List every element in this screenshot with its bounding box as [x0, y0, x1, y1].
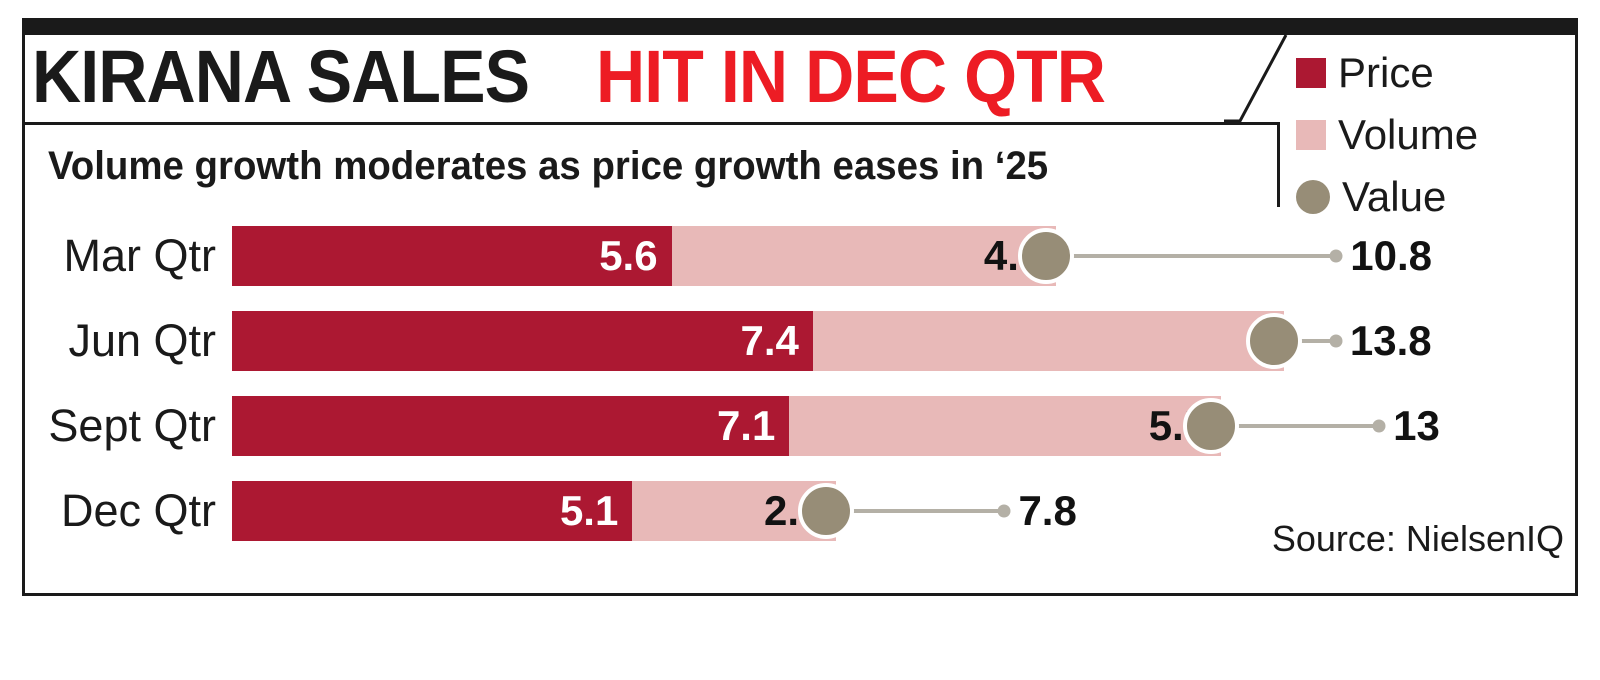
chart-row: Dec Qtr 5.1 2.6 7.8: [25, 477, 1575, 545]
bar-value-price: 7.1: [716, 402, 776, 449]
chart-row: Mar Qtr 5.6 4.9 10.8: [25, 222, 1575, 290]
value-marker-icon[interactable]: [1245, 313, 1302, 369]
bar-segment-price[interactable]: 5.6: [232, 226, 672, 286]
page-title-red: HIT IN DEC QTR: [596, 35, 1106, 118]
value-leader-line: [1046, 254, 1337, 258]
subtitle-band: Volume growth moderates as price growth …: [25, 122, 1280, 207]
value-marker-icon[interactable]: [798, 483, 855, 539]
row-category-label: Mar Qtr: [63, 230, 217, 281]
value-leader-end-dot-icon: [1372, 419, 1386, 433]
value-total-label: 10.8: [1350, 232, 1432, 279]
value-total-label: 13.8: [1349, 317, 1432, 364]
value-leader-end-dot-icon: [997, 504, 1011, 518]
legend-swatch-price-icon: [1296, 58, 1326, 88]
chart-legend: Price Volume Value: [1296, 42, 1576, 228]
bar-segment-price[interactable]: 5.1: [232, 481, 633, 541]
bar-segment-price[interactable]: 7.4: [232, 311, 813, 371]
value-marker-icon[interactable]: [1018, 228, 1075, 284]
bar-track: 7.46: [232, 311, 1284, 371]
legend-label: Volume: [1338, 111, 1479, 158]
legend-item-value[interactable]: Value: [1296, 166, 1576, 228]
value-leader-line: [1273, 339, 1336, 343]
value-total-label: 13: [1393, 402, 1440, 449]
legend-swatch-value-icon: [1296, 180, 1330, 214]
legend-item-volume[interactable]: Volume: [1296, 104, 1576, 166]
source-attribution: Source: NielsenIQ: [1271, 518, 1564, 559]
page-title: KIRANA SALES HIT IN DEC QTR: [32, 33, 1150, 121]
value-marker-icon[interactable]: [1183, 398, 1240, 454]
bar-track: 7.1 5.5: [232, 396, 1222, 456]
chart-row: Sept Qtr 7.1 5.5 13: [25, 392, 1575, 460]
value-leader-line: [826, 509, 1005, 513]
bar-segment-price[interactable]: 7.1: [232, 396, 790, 456]
legend-label: Price: [1338, 49, 1434, 96]
bar-track: 5.1 2.6: [232, 481, 837, 541]
legend-label: Value: [1342, 173, 1447, 220]
bar-value-price: 5.6: [599, 232, 658, 279]
bar-segment-volume[interactable]: 5.5: [789, 396, 1222, 456]
value-leader-end-dot-icon: [1329, 334, 1343, 348]
row-category-label: Dec Qtr: [60, 485, 216, 536]
row-category-label: Sept Qtr: [48, 400, 216, 451]
row-category-label: Jun Qtr: [68, 315, 216, 366]
subtitle-text: Volume growth moderates as price growth …: [48, 143, 1049, 188]
legend-swatch-volume-icon: [1296, 120, 1326, 150]
bar-value-price: 7.4: [740, 317, 799, 364]
legend-item-price[interactable]: Price: [1296, 42, 1576, 104]
bar-value-price: 5.1: [559, 487, 619, 534]
bar-segment-volume[interactable]: 4.9: [671, 226, 1057, 286]
page-title-black: KIRANA SALES: [32, 35, 530, 118]
value-total-label: 7.8: [1018, 487, 1077, 534]
value-leader-line: [1211, 424, 1380, 428]
top-black-bar: [22, 18, 1578, 35]
value-leader-end-dot-icon: [1329, 249, 1343, 263]
bar-track: 5.6 4.9: [232, 226, 1057, 286]
diagonal-separator: [1224, 35, 1314, 135]
bar-segment-volume[interactable]: 6: [812, 311, 1284, 371]
